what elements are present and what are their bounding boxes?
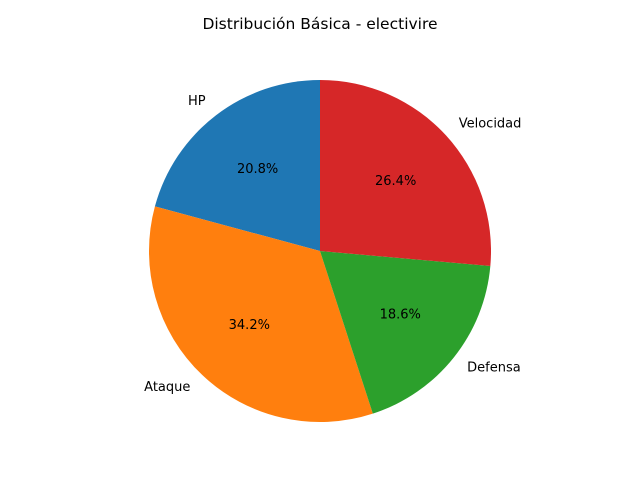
- pie-slice-velocidad: [320, 79, 492, 267]
- percent-label-defensa: 18.6%: [380, 307, 421, 322]
- pie-slice-defensa: [320, 251, 491, 414]
- pie-slice-ataque: [149, 206, 373, 422]
- pie-slices: [149, 79, 492, 422]
- slice-label-ataque: Ataque: [144, 380, 190, 395]
- percent-label-velocidad: 26.4%: [375, 174, 416, 189]
- slice-label-hp: HP: [188, 94, 206, 109]
- slice-label-velocidad: Velocidad: [459, 116, 522, 131]
- percent-label-hp: 20.8%: [237, 162, 278, 177]
- chart-title: Distribución Básica - electivire: [202, 15, 437, 33]
- pie-labels: HP 20.8% Ataque 34.2% Defensa 18.6% Velocidad 2…: [144, 94, 521, 395]
- slice-label-defensa: Defensa: [467, 361, 521, 376]
- percent-label-ataque: 34.2%: [229, 318, 270, 333]
- pie-slice-hp: [154, 80, 320, 251]
